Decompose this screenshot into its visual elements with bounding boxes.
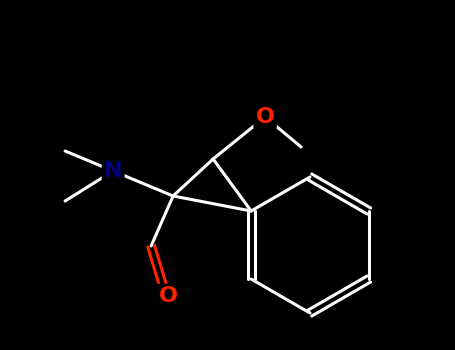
Text: N: N xyxy=(104,161,122,181)
Text: O: O xyxy=(256,107,275,127)
Text: O: O xyxy=(159,286,177,306)
